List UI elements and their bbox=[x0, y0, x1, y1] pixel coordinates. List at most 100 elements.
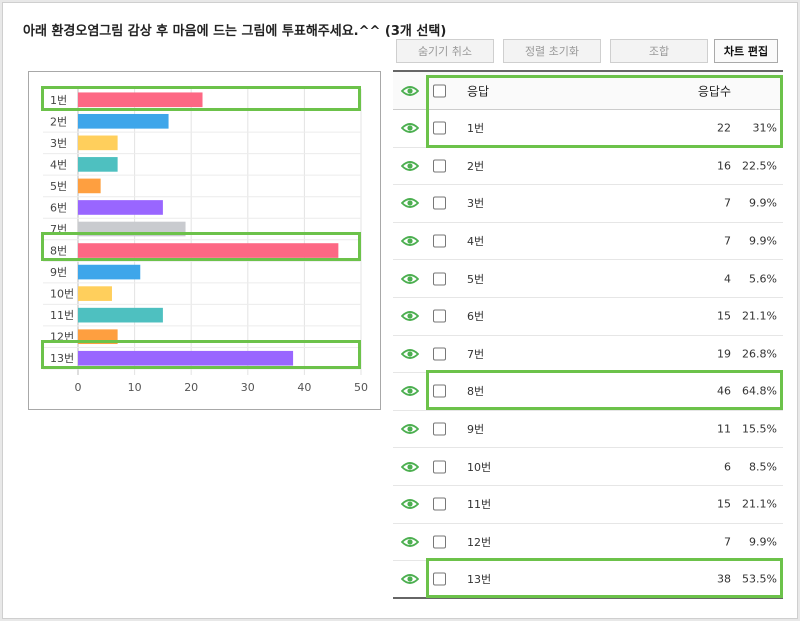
eye-icon[interactable] bbox=[401, 498, 419, 510]
table-row: 2번 16 22.5% bbox=[393, 148, 783, 186]
response-count: 15 bbox=[717, 497, 731, 511]
bar[interactable] bbox=[78, 92, 203, 108]
row-checkbox[interactable] bbox=[433, 347, 446, 361]
row-checkbox[interactable] bbox=[433, 159, 446, 173]
category-label: 1번 bbox=[50, 94, 67, 107]
row-checkbox[interactable] bbox=[433, 497, 446, 511]
sort-reset-button[interactable]: 정렬 초기화 bbox=[503, 39, 601, 63]
x-tick-label: 30 bbox=[241, 381, 255, 394]
category-label: 13번 bbox=[50, 352, 74, 365]
response-percent: 22.5% bbox=[742, 159, 777, 173]
header-count[interactable]: 응답수 bbox=[697, 84, 731, 98]
bar[interactable] bbox=[78, 329, 118, 345]
response-percent: 9.9% bbox=[749, 196, 777, 210]
response-count: 38 bbox=[717, 572, 731, 586]
row-checkbox[interactable] bbox=[433, 422, 446, 436]
response-percent: 26.8% bbox=[742, 347, 777, 361]
table-row: 12번 7 9.9% bbox=[393, 524, 783, 562]
response-count: 15 bbox=[717, 309, 731, 323]
table-row: 4번 7 9.9% bbox=[393, 223, 783, 261]
response-count: 46 bbox=[717, 384, 731, 398]
table-row: 10번 6 8.5% bbox=[393, 448, 783, 486]
eye-icon[interactable] bbox=[401, 160, 419, 172]
row-checkbox[interactable] bbox=[433, 384, 446, 398]
eye-icon[interactable] bbox=[401, 85, 419, 97]
bar[interactable] bbox=[78, 286, 112, 301]
eye-icon[interactable] bbox=[401, 573, 419, 585]
response-percent: 15.5% bbox=[742, 422, 777, 436]
table-row: 7번 19 26.8% bbox=[393, 336, 783, 374]
response-count: 4 bbox=[724, 272, 731, 286]
response-label: 7번 bbox=[467, 347, 485, 361]
hide-cancel-button[interactable]: 숨기기 취소 bbox=[396, 39, 494, 63]
eye-icon[interactable] bbox=[401, 122, 419, 134]
row-checkbox[interactable] bbox=[433, 460, 446, 474]
eye-icon[interactable] bbox=[401, 197, 419, 209]
eye-icon[interactable] bbox=[401, 385, 419, 397]
bar[interactable] bbox=[78, 264, 141, 280]
response-count: 16 bbox=[717, 159, 731, 173]
bar[interactable] bbox=[78, 307, 163, 323]
response-count: 6 bbox=[724, 460, 731, 474]
eye-icon[interactable] bbox=[401, 348, 419, 360]
row-checkbox[interactable] bbox=[433, 234, 446, 248]
category-label: 5번 bbox=[50, 180, 67, 193]
response-label: 13번 bbox=[467, 572, 492, 586]
bar-chart: 0 10 20 30 40 50 1번 2번 3번 4번 5번 6번 7번 8번 9번 10번 11번 12번 13… bbox=[28, 71, 381, 410]
header-response[interactable]: 응답 bbox=[467, 84, 490, 98]
row-checkbox[interactable] bbox=[433, 272, 446, 286]
table-row: 13번 38 53.5% bbox=[393, 561, 783, 599]
x-tick-label: 0 bbox=[75, 381, 82, 394]
category-label: 3번 bbox=[50, 137, 67, 150]
table-row: 9번 11 15.5% bbox=[393, 411, 783, 449]
category-label: 7번 bbox=[50, 223, 67, 236]
bar[interactable] bbox=[78, 243, 339, 258]
bar[interactable] bbox=[78, 113, 169, 129]
row-checkbox[interactable] bbox=[433, 196, 446, 210]
response-label: 4번 bbox=[467, 235, 485, 249]
table-row: 8번 46 64.8% bbox=[393, 373, 783, 411]
response-label: 1번 bbox=[467, 122, 485, 136]
response-label: 8번 bbox=[467, 385, 485, 399]
bar[interactable] bbox=[78, 157, 118, 172]
eye-icon[interactable] bbox=[401, 461, 419, 473]
bar[interactable] bbox=[78, 200, 163, 215]
category-label: 8번 bbox=[50, 245, 67, 258]
bar[interactable] bbox=[78, 135, 118, 151]
eye-icon[interactable] bbox=[401, 273, 419, 285]
chart-edit-button[interactable]: 차트 편집 bbox=[714, 39, 778, 63]
row-checkbox[interactable] bbox=[433, 309, 446, 323]
bar[interactable] bbox=[78, 221, 186, 237]
response-percent: 8.5% bbox=[749, 460, 777, 474]
eye-icon[interactable] bbox=[401, 310, 419, 322]
table-header: 응답 응답수 bbox=[393, 70, 783, 110]
response-label: 2번 bbox=[467, 159, 485, 173]
x-tick-label: 50 bbox=[354, 381, 368, 394]
x-tick-label: 10 bbox=[128, 381, 142, 394]
bar[interactable] bbox=[78, 178, 101, 194]
response-percent: 5.6% bbox=[749, 272, 777, 286]
eye-icon[interactable] bbox=[401, 423, 419, 435]
bar[interactable] bbox=[78, 350, 294, 366]
row-checkbox[interactable] bbox=[433, 535, 446, 549]
table-row: 6번 15 21.1% bbox=[393, 298, 783, 336]
response-percent: 9.9% bbox=[749, 234, 777, 248]
response-percent: 9.9% bbox=[749, 535, 777, 549]
x-tick-label: 20 bbox=[184, 381, 198, 394]
eye-icon[interactable] bbox=[401, 536, 419, 548]
response-label: 3번 bbox=[467, 197, 485, 211]
response-percent: 31% bbox=[752, 121, 777, 135]
row-checkbox[interactable] bbox=[433, 572, 446, 586]
row-checkbox[interactable] bbox=[433, 121, 446, 135]
select-all-checkbox[interactable] bbox=[433, 84, 446, 97]
eye-icon[interactable] bbox=[401, 235, 419, 247]
table-row: 1번 22 31% bbox=[393, 110, 783, 148]
response-count: 7 bbox=[724, 234, 731, 248]
combine-button[interactable]: 조합 bbox=[610, 39, 708, 63]
response-count: 22 bbox=[717, 121, 731, 135]
bar-chart-svg: 0 10 20 30 40 50 1번 2번 3번 4번 5번 6번 7번 8번 9번 10번 11번 12번 13… bbox=[43, 89, 368, 394]
category-label: 12번 bbox=[50, 331, 74, 344]
response-count: 19 bbox=[717, 347, 731, 361]
category-label: 4번 bbox=[50, 158, 67, 171]
table-row: 5번 4 5.6% bbox=[393, 260, 783, 298]
